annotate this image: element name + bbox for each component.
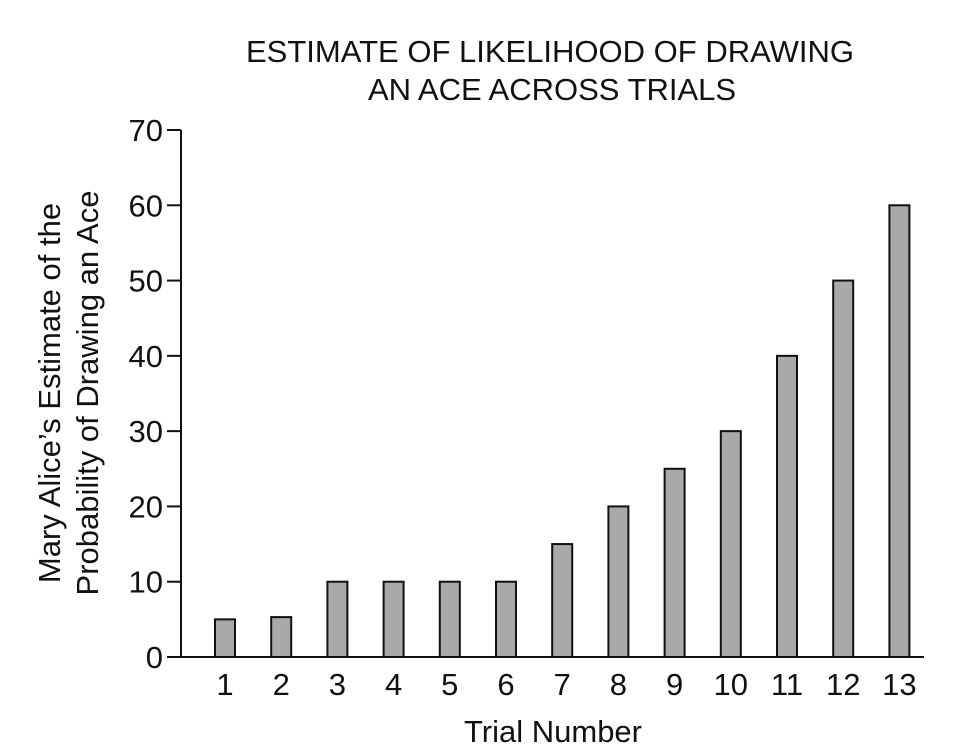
y-tick-label: 60 xyxy=(129,188,163,223)
y-axis-title: Mary Alice’s Estimate of the Probability… xyxy=(32,191,105,596)
x-tick-label: 9 xyxy=(666,667,683,702)
y-tick-label: 70 xyxy=(129,113,163,148)
bar-trial-6 xyxy=(495,580,517,659)
y-axis-title-line-1: Mary Alice’s Estimate of the xyxy=(32,203,67,583)
x-tick-label: 2 xyxy=(273,667,290,702)
bar-trial-2 xyxy=(270,616,293,658)
y-tick-label: 10 xyxy=(129,565,163,600)
x-tick-label: 12 xyxy=(826,667,860,702)
bars xyxy=(214,204,911,659)
y-tick-label: 30 xyxy=(129,414,163,449)
y-tick-label: 50 xyxy=(129,264,163,299)
bar-trial-12 xyxy=(832,279,855,658)
x-axis-title: Trial Number xyxy=(464,714,642,749)
bar-trial-13 xyxy=(888,204,911,659)
bar-trial-10 xyxy=(719,430,742,658)
bar-trial-5 xyxy=(438,580,461,659)
bar-trial-1 xyxy=(214,618,236,658)
y-tick-label: 40 xyxy=(129,339,163,374)
x-tick-label: 7 xyxy=(554,667,571,702)
x-tick-label: 10 xyxy=(714,667,748,702)
x-tick-label: 13 xyxy=(882,667,916,702)
y-tick-label: 20 xyxy=(129,489,163,524)
x-tick-label: 11 xyxy=(771,667,803,702)
x-axis-ticks: 1 2 3 4 5 6 7 8 9 10 11 12 13 xyxy=(216,667,916,702)
bar-trial-3 xyxy=(326,580,349,659)
chart-title: ESTIMATE OF LIKELIHOOD OF DRAWING AN ACE… xyxy=(246,34,854,107)
bar-trial-11 xyxy=(776,354,798,658)
bar-trial-8 xyxy=(607,505,630,658)
x-tick-label: 1 xyxy=(216,667,233,702)
bar-trial-9 xyxy=(663,467,686,658)
chart-title-line-2: AN ACE ACROSS TRIALS xyxy=(368,72,736,107)
x-tick-label: 4 xyxy=(385,667,402,702)
y-axis-ticks: 0 10 20 30 40 50 60 70 xyxy=(129,113,181,675)
bar-trial-4 xyxy=(382,580,405,659)
y-axis-title-line-2: Probability of Drawing an Ace xyxy=(70,191,105,596)
x-tick-label: 3 xyxy=(329,667,346,702)
chart-title-line-1: ESTIMATE OF LIKELIHOOD OF DRAWING xyxy=(246,34,854,69)
x-tick-label: 8 xyxy=(610,667,627,702)
y-tick-label: 0 xyxy=(146,640,163,675)
x-tick-label: 5 xyxy=(441,667,458,702)
x-tick-label: 6 xyxy=(497,667,514,702)
bar-trial-7 xyxy=(551,543,574,658)
